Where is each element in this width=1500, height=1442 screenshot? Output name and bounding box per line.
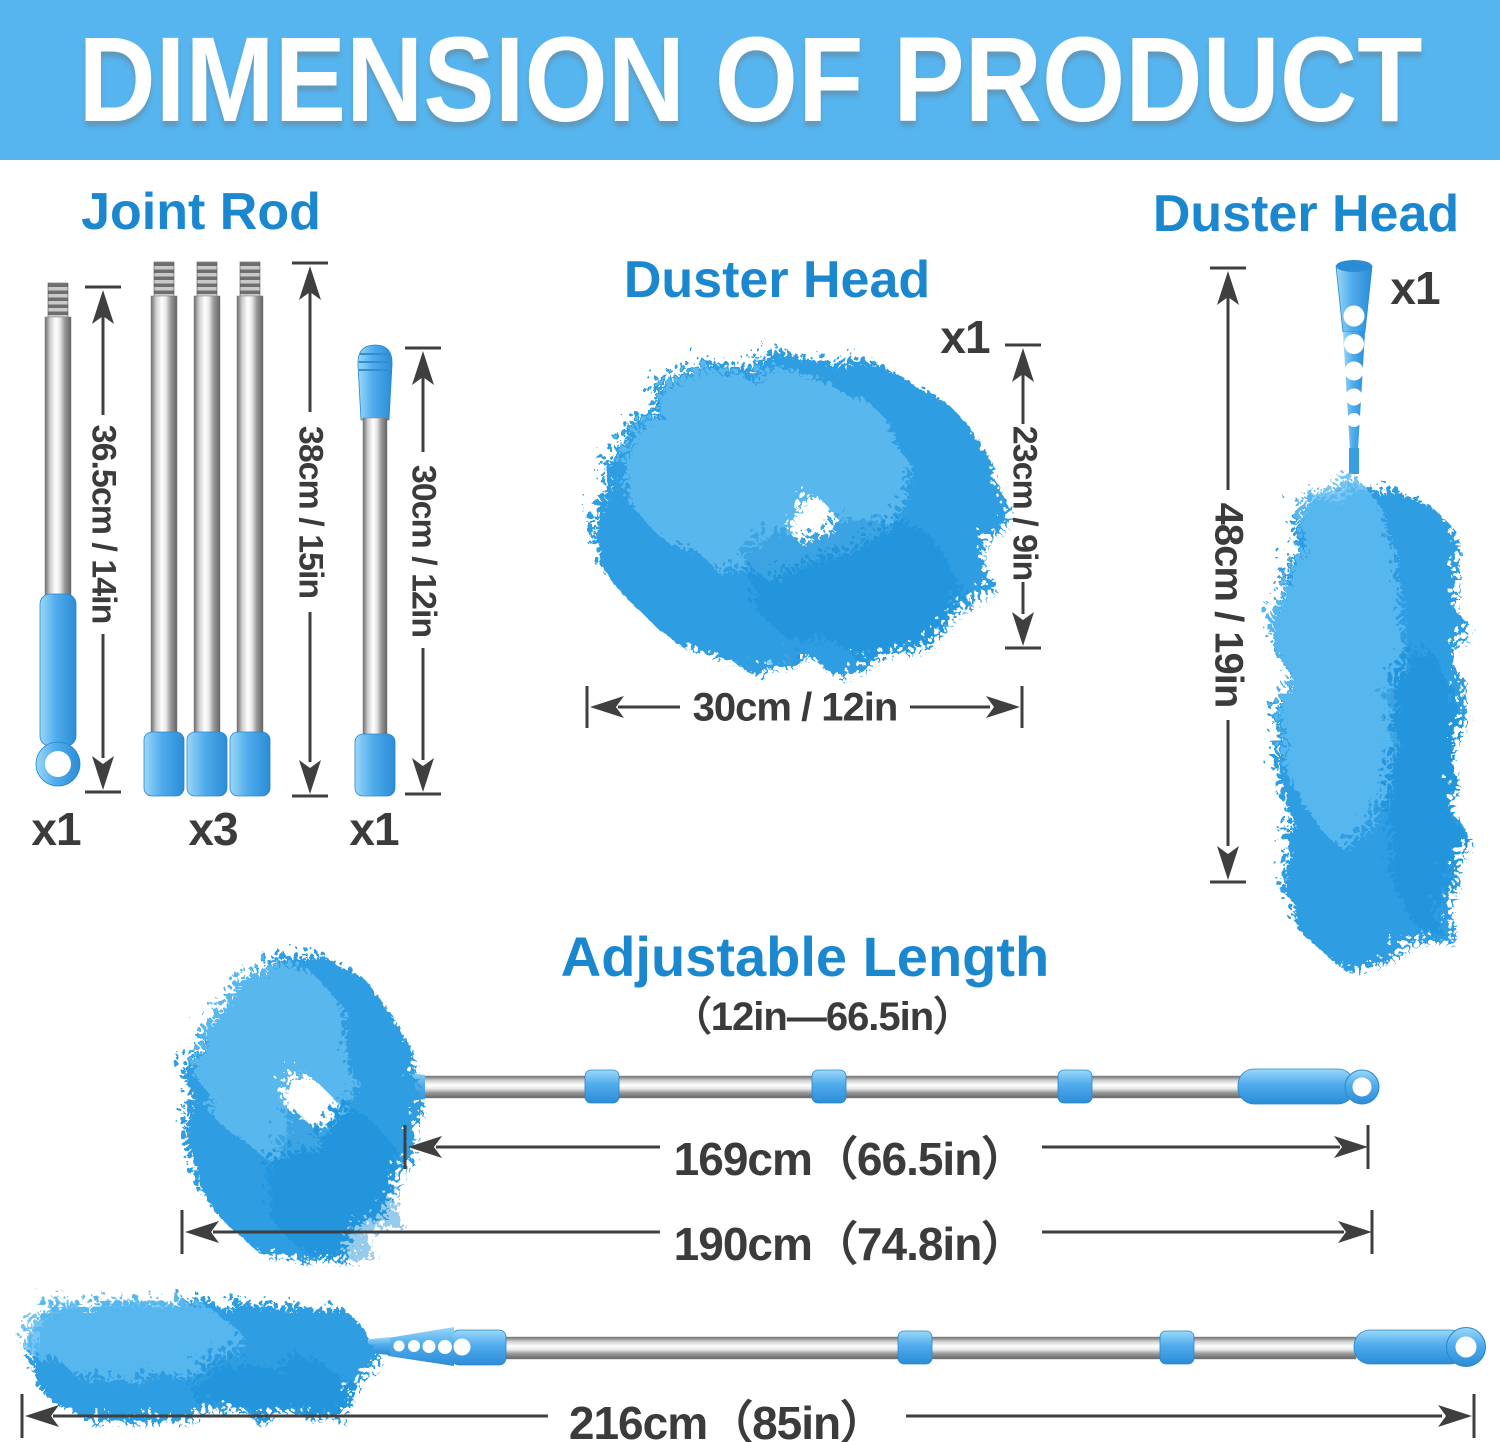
assembled-long-duster-pole (0, 1280, 1486, 1398)
joint-rod-tip-piece (354, 344, 396, 797)
rod-middle-size-label: 38cm / 15in (291, 425, 330, 599)
rod-tip-count: x1 (349, 803, 399, 855)
fan-duster-count: x1 (940, 311, 990, 363)
assembled-fan-duster-pole (168, 934, 1380, 1242)
long-duster-head-graphic (1266, 260, 1444, 950)
joint-rod-middle-pieces (143, 261, 271, 797)
header-banner: DIMENSION OF PRODUCT (0, 0, 1500, 160)
page-title: DIMENSION OF PRODUCT (77, 12, 1423, 147)
rod-handle-size-label: 36.5cm / 14in (84, 424, 123, 624)
rod-tip-size-label: 30cm / 12in (404, 464, 443, 638)
long-duster-length-label: 48cm / 19in (1206, 502, 1251, 708)
long-duster-title: Duster Head (1152, 185, 1460, 243)
fan-duster-title: Duster Head (623, 251, 931, 309)
fan-duster-height-label: 23cm / 9in (1005, 425, 1044, 581)
adjustable-length-range: （12in—66.5in） (671, 995, 973, 1039)
rod-handle-count: x1 (31, 803, 81, 855)
dimension-arrows (20, 261, 1476, 1438)
pole-length-190-label: 190cm（74.8in） (673, 1218, 1028, 1270)
pole-length-169-label: 169cm（66.5in） (673, 1133, 1028, 1185)
joint-rod-title: Joint Rod (81, 183, 321, 241)
long-duster-count: x1 (1390, 262, 1440, 314)
fan-duster-width-label: 30cm / 12in (692, 685, 899, 730)
fan-duster-head-graphic (578, 338, 986, 666)
joint-rod-handle-piece (35, 282, 81, 787)
adjustable-length-title: Adjustable Length (560, 925, 1050, 988)
rod-middle-count: x3 (188, 803, 238, 855)
pole-length-216-label: 216cm（85in） (568, 1397, 886, 1442)
